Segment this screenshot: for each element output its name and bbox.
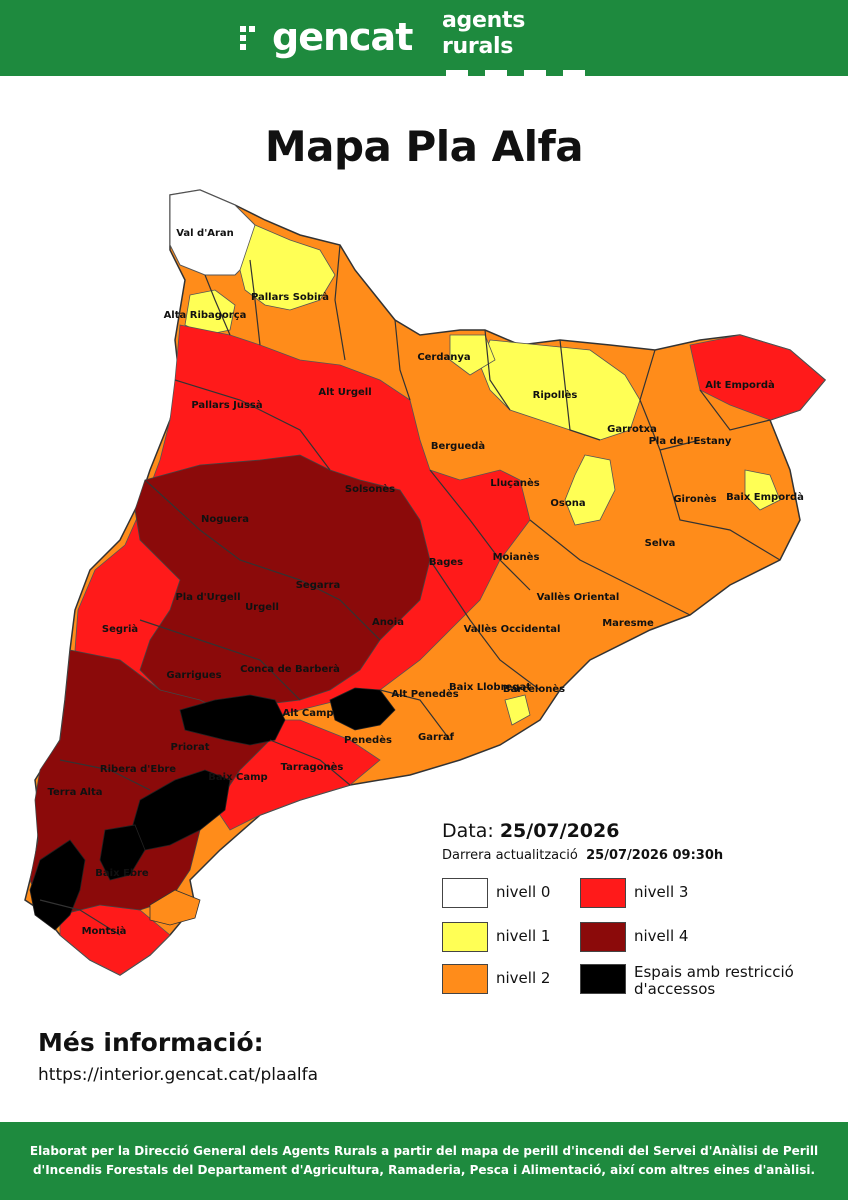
label-urgell: Urgell	[245, 602, 279, 613]
alta-ribagorca-yellow-region	[184, 289, 236, 336]
label-solsones: Solsonès	[345, 483, 395, 495]
legend-item-nivell-2: nivell 2	[442, 964, 550, 994]
gencat-logo-text: gencat	[272, 15, 413, 59]
legend-label: nivell 2	[496, 969, 551, 987]
cerdanya-yellow-region	[449, 334, 496, 376]
label-garrotxa: Garrotxa	[607, 424, 657, 435]
label-alt-emporda: Alt Empordà	[705, 379, 775, 391]
date-value: 25/07/2026	[499, 820, 620, 842]
label-ripolles: Ripollès	[533, 389, 578, 401]
label-garrigues: Garrigues	[166, 670, 221, 681]
agents-rurals-logo: agents rurals	[442, 8, 602, 90]
update-label: Darrera actualització	[442, 848, 578, 863]
label-alta-ribagorca: Alta Ribagorça	[164, 310, 247, 321]
baix-emporda-yellow-region	[744, 469, 781, 511]
catalonia-fire-risk-map: Val d'Aran Alta Ribagorça Pallars Sobirà…	[24, 189, 827, 976]
comarca-boundaries	[39, 244, 781, 936]
map-legend: nivell 0 nivell 1 nivell 2 nivell 3 nive…	[442, 878, 842, 1000]
restricted-area-baix-ebre	[99, 824, 146, 881]
legend-swatch	[442, 922, 488, 952]
more-info-block: Més informació: https://interior.gencat.…	[38, 1028, 318, 1085]
legend-item-nivell-4: nivell 4	[580, 922, 688, 952]
agents-rurals-text: agents rurals	[442, 8, 525, 59]
more-info-link[interactable]: https://interior.gencat.cat/plaalfa	[38, 1065, 318, 1085]
legend-label: nivell 4	[634, 927, 689, 945]
label-cerdanya: Cerdanya	[417, 352, 470, 363]
label-conca-barbera: Conca de Barberà	[240, 663, 340, 675]
label-alt-urgell: Alt Urgell	[318, 387, 371, 398]
legend-label: nivell 0	[496, 883, 551, 901]
legend-item-restricted: Espais amb restricció d'accessos	[580, 964, 834, 998]
legend-label: nivell 3	[634, 883, 689, 901]
label-valles-occidental: Vallès Occidental	[464, 623, 561, 635]
legend-item-nivell-1: nivell 1	[442, 922, 550, 952]
label-girones: Gironès	[673, 493, 716, 505]
label-pla-estany: Pla de l'Estany	[649, 436, 732, 447]
page-title: Mapa Pla Alfa	[264, 122, 584, 171]
label-osona: Osona	[550, 498, 585, 509]
footer-text: Elaborat per la Direcció General dels Ag…	[29, 1144, 819, 1177]
label-baix-llobregat: Baix Llobregat	[449, 682, 531, 693]
label-noguera: Noguera	[201, 514, 249, 525]
label-bages: Bages	[429, 557, 463, 568]
legend-item-nivell-3: nivell 3	[580, 878, 688, 908]
legend-label: Espais amb restricció d'accessos	[634, 963, 794, 998]
restricted-area-priorat	[179, 694, 286, 746]
label-barcelones: Barcelonès	[503, 683, 565, 695]
header-bar: gencat agents rurals	[0, 0, 848, 90]
date-label: Data:	[442, 820, 494, 842]
osona-yellow-region	[564, 454, 616, 526]
label-moianes: Moianès	[493, 551, 540, 563]
label-alt-penedes: Alt Penedès	[391, 688, 458, 700]
gencat-logo-icon	[240, 22, 266, 52]
label-anoia: Anoia	[372, 617, 404, 628]
legend-swatch	[580, 922, 626, 952]
label-terra-alta: Terra Alta	[47, 787, 102, 798]
label-val-daran: Val d'Aran	[176, 228, 234, 239]
legend-label: nivell 1	[496, 927, 551, 945]
legend-swatch	[580, 964, 626, 994]
agents-rurals-squares-icon	[446, 70, 602, 90]
label-tarragones: Tarragonès	[281, 761, 344, 773]
label-baix-camp: Baix Camp	[208, 772, 267, 783]
label-llucanes: Lluçanès	[490, 477, 539, 489]
label-montsia: Montsià	[82, 925, 127, 937]
label-selva: Selva	[645, 538, 676, 549]
label-baix-emporda: Baix Empordà	[726, 491, 804, 503]
label-baix-ebre: Baix Ebre	[95, 868, 149, 879]
label-garraf: Garraf	[418, 732, 455, 743]
legend-swatch	[442, 964, 488, 994]
alt-emporda-red-region	[689, 334, 826, 421]
label-pallars-sobira: Pallars Sobirà	[251, 291, 329, 303]
label-priorat: Priorat	[170, 742, 209, 753]
label-bergueda: Berguedà	[431, 440, 485, 452]
more-info-title: Més informació:	[38, 1028, 264, 1057]
pallars-yellow-region	[239, 224, 336, 311]
gencat-logo[interactable]: gencat	[240, 14, 413, 60]
central-darkred-region	[134, 454, 431, 711]
label-maresme: Maresme	[602, 618, 654, 629]
label-baix-penedes: Penedès	[344, 734, 392, 746]
label-ribera-ebre: Ribera d'Ebre	[100, 764, 176, 775]
barcelona-yellow-region	[504, 694, 531, 726]
restricted-area-garraf	[329, 687, 396, 731]
label-pla-urgell: Pla d'Urgell	[175, 592, 240, 603]
date-line: Data: 25/07/2026	[442, 820, 723, 842]
ebre-delta-region	[149, 889, 201, 926]
footer-bar: Elaborat per la Direcció General dels Ag…	[0, 1122, 848, 1200]
legend-swatch	[442, 878, 488, 908]
label-valles-oriental: Vallès Oriental	[537, 591, 620, 603]
label-segria: Segrià	[102, 623, 138, 635]
label-pallars-jussa: Pallars Jussà	[191, 399, 262, 411]
date-block: Data: 25/07/2026 Darrera actualització 2…	[442, 820, 723, 863]
update-line: Darrera actualització 25/07/2026 09:30h	[442, 848, 723, 863]
update-value: 25/07/2026 09:30h	[586, 848, 724, 863]
legend-swatch	[580, 878, 626, 908]
label-segarra: Segarra	[296, 580, 341, 591]
label-alt-camp: Alt Camp	[282, 708, 333, 719]
legend-item-nivell-0: nivell 0	[442, 878, 550, 908]
